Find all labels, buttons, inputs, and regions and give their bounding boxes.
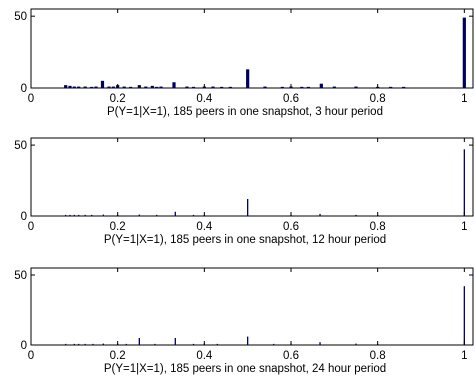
- bar-p1-23: [220, 86, 224, 88]
- x-tick-label-p1-3: 0.6: [283, 93, 299, 105]
- plot-frame-2: [30, 137, 474, 217]
- x-tick-label-p1-2: 0.4: [196, 93, 213, 105]
- x-tick-label-p1-5: 1: [461, 93, 467, 105]
- bar-p1-14: [144, 86, 148, 88]
- y-tick-label-p3-1: 50: [14, 270, 27, 282]
- bar-p1-29: [300, 86, 304, 88]
- bar-p2-9: [156, 214, 158, 216]
- bar-p3-14: [247, 336, 249, 345]
- plot-frame-3: [30, 267, 474, 346]
- bar-p2-8: [138, 214, 140, 216]
- bar-p1-9: [111, 86, 115, 88]
- bar-p1-26: [263, 86, 267, 88]
- bar-p2-10: [174, 211, 176, 216]
- x-tick-label-p3-2: 0.4: [196, 350, 213, 362]
- bar-p2-5: [91, 214, 93, 216]
- bar-p1-7: [100, 80, 105, 88]
- bar-p1-15: [150, 85, 154, 88]
- bar-p1-16: [155, 86, 159, 88]
- bar-p2-2: [73, 214, 75, 216]
- bar-p3-3: [84, 343, 86, 345]
- y-tick-label-p2-0: 0: [21, 211, 27, 223]
- bar-p3-13: [216, 343, 218, 345]
- x-tick-label-p1-1: 0.2: [110, 93, 126, 105]
- bar-p1-18: [172, 82, 176, 88]
- bar-p3-11: [192, 343, 195, 345]
- bar-p1-37: [462, 17, 466, 88]
- bar-p1-27: [280, 86, 284, 88]
- bar-p3-8: [138, 338, 140, 345]
- bar-p3-17: [319, 342, 321, 345]
- bar-p1-4: [83, 86, 87, 88]
- bar-p3-18: [355, 343, 357, 345]
- bar-p1-20: [191, 86, 196, 88]
- bar-p3-10: [174, 338, 176, 345]
- bar-p1-24: [228, 86, 232, 88]
- bar-p2-11: [192, 214, 195, 216]
- bar-p1-31: [319, 83, 323, 88]
- x-tick-label-p3-5: 1: [461, 350, 467, 362]
- bar-p2-16: [355, 214, 357, 216]
- bar-p1-1: [68, 85, 72, 88]
- bar-p3-1: [73, 343, 75, 345]
- bar-p2-3: [78, 214, 80, 216]
- x-tick-label-p2-1: 0.2: [110, 221, 126, 233]
- bar-p1-8: [107, 86, 111, 88]
- bar-p1-17: [159, 86, 163, 88]
- bar-p3-7: [125, 343, 127, 345]
- bar-p1-35: [389, 86, 393, 88]
- bar-p1-0: [64, 85, 68, 88]
- x-axis-label-1: P(Y=1|X=1), 185 peers in one snapshot, 3…: [107, 106, 383, 118]
- bar-p2-4: [84, 214, 86, 216]
- y-tick-label-p1-0: 0: [21, 83, 27, 95]
- x-tick-label-p3-4: 0.8: [370, 350, 386, 362]
- y-tick-label-p3-0: 0: [21, 340, 27, 352]
- bar-p1-36: [402, 86, 406, 88]
- bar-p2-18: [463, 149, 465, 216]
- bar-p1-33: [354, 86, 358, 88]
- x-tick-label-p2-3: 0.6: [283, 221, 299, 233]
- x-tick-label-p2-0: 0: [28, 221, 34, 233]
- bar-p1-13: [137, 85, 141, 88]
- bar-p2-13: [247, 198, 249, 216]
- bar-p3-5: [102, 343, 105, 345]
- bar-p1-6: [94, 86, 98, 88]
- plot-frame-1: [30, 8, 474, 89]
- bar-p1-30: [306, 86, 310, 88]
- bar-p1-5: [90, 86, 94, 88]
- bar-p1-22: [211, 86, 215, 88]
- bar-p1-19: [185, 86, 189, 88]
- bar-p1-32: [332, 86, 336, 88]
- bar-p3-2: [78, 343, 80, 345]
- bar-p1-3: [77, 86, 81, 88]
- bar-p1-11: [122, 86, 126, 88]
- bar-p3-20: [463, 286, 465, 345]
- x-tick-label-p2-2: 0.4: [196, 221, 213, 233]
- y-tick-label-p2-1: 50: [14, 140, 27, 152]
- bar-p2-6: [102, 214, 105, 216]
- y-tick-label-p1-1: 50: [14, 11, 27, 23]
- x-axis-label-2: P(Y=1|X=1), 185 peers in one snapshot, 1…: [104, 234, 386, 246]
- bar-p1-2: [72, 86, 76, 88]
- x-axis-label-3: P(Y=1|X=1), 185 peers in one snapshot, 2…: [104, 363, 386, 375]
- x-tick-label-p3-3: 0.6: [283, 350, 299, 362]
- bar-p3-0: [65, 343, 67, 345]
- bar-p3-9: [154, 343, 156, 345]
- x-tick-label-p1-0: 0: [28, 93, 34, 105]
- bar-p3-4: [92, 343, 94, 345]
- x-tick-label-p2-5: 1: [461, 221, 467, 233]
- bar-p1-12: [129, 86, 133, 88]
- bar-p2-15: [319, 213, 321, 216]
- bar-p3-15: [273, 343, 275, 345]
- x-tick-label-p3-0: 0: [28, 350, 34, 362]
- x-tick-label-p2-4: 0.8: [370, 221, 386, 233]
- bar-p1-25: [246, 69, 250, 88]
- x-tick-label-p1-4: 0.8: [370, 93, 386, 105]
- x-tick-label-p3-1: 0.2: [110, 350, 126, 362]
- bar-p2-0: [65, 214, 67, 216]
- bar-p2-1: [69, 214, 71, 216]
